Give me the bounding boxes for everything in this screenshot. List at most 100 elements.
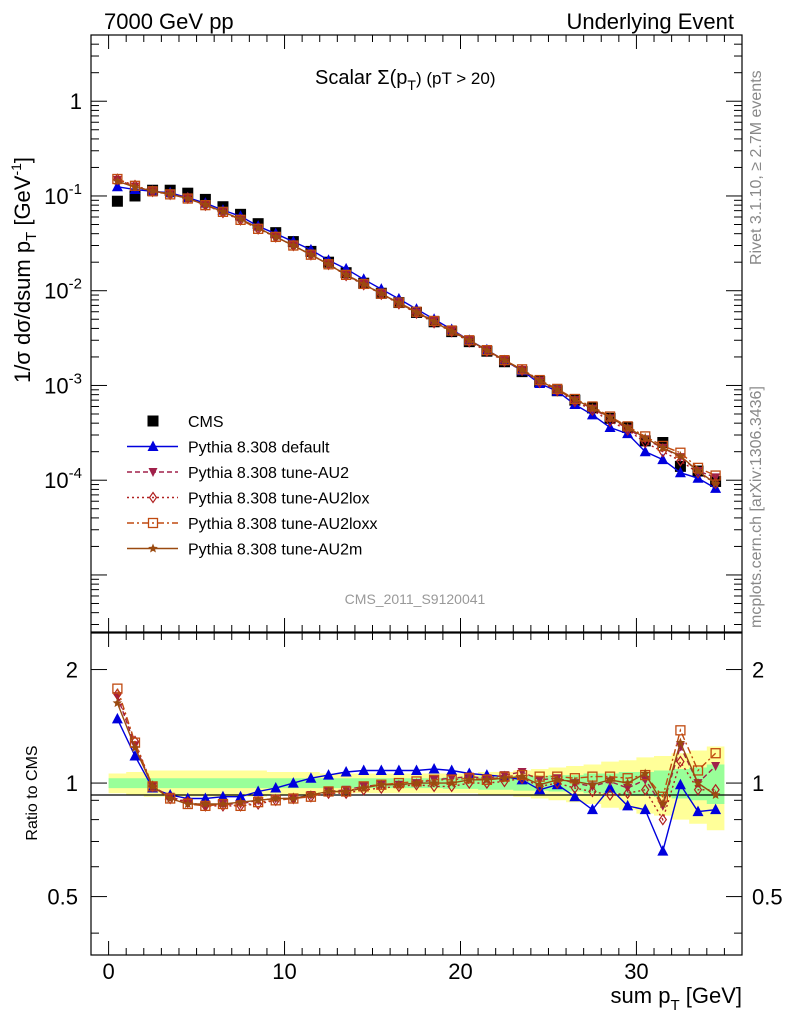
data-point [111, 180, 123, 192]
ratio-point [253, 795, 263, 805]
legend: CMS Pythia 8.308 default Pythia 8.308 tune… [127, 414, 377, 559]
data-point [570, 394, 580, 404]
ratio-point [674, 778, 686, 790]
data-point [112, 176, 123, 186]
ratio-point [551, 778, 563, 790]
data-point [710, 478, 721, 488]
ratio-point [640, 768, 650, 778]
data-point [499, 355, 510, 365]
ratio-point [711, 761, 721, 771]
ratio-point [183, 799, 193, 808]
data-point [428, 315, 440, 327]
ratio-point [359, 783, 369, 793]
data-point [605, 412, 615, 422]
ratio-point [622, 799, 634, 811]
analysis-watermark: CMS_2011_S9120041 [345, 591, 486, 607]
legend-marker [148, 468, 158, 477]
legend-item: Pythia 8.308 tune-AU2 [127, 465, 349, 482]
data-point [552, 383, 563, 395]
x-tick-label: 20 [448, 959, 472, 984]
data-point [411, 306, 422, 317]
legend-marker [147, 440, 159, 451]
ratio-point [393, 777, 405, 789]
data-point [218, 206, 228, 216]
ratio-point [429, 778, 439, 788]
ratio-point [446, 778, 457, 788]
ratio-point [605, 774, 615, 784]
y-tick-label: 1 [70, 89, 82, 114]
data-point [111, 195, 123, 207]
legend-item: Pythia 8.308 tune-AU2lox [127, 491, 369, 508]
ratio-point [552, 774, 562, 784]
ratio-tick-label: 2 [66, 658, 78, 683]
ratio-point [306, 790, 316, 799]
data-point [464, 335, 474, 345]
ratio-point [235, 790, 247, 802]
ratio-point [130, 742, 140, 752]
data-point [693, 466, 703, 476]
data-point [253, 222, 263, 232]
ratio-point [323, 769, 335, 780]
legend-label: Pythia 8.308 tune-AU2lox [188, 491, 369, 508]
ratio-point [129, 749, 141, 761]
data-point [482, 345, 492, 355]
y-axis-label-ratio: Ratio to CMS [24, 745, 41, 840]
ratio-point [692, 765, 704, 776]
ratio-point [622, 778, 633, 788]
data-point [516, 364, 528, 375]
ratio-point [570, 782, 580, 795]
ratio-point [112, 683, 123, 694]
data-point [674, 466, 686, 478]
ratio-point [252, 785, 264, 796]
ratio-point [693, 783, 703, 796]
mcplots-text: mcplots.cern.ch [arXiv:1306.3436] [748, 386, 765, 628]
header-right: Underlying Event [566, 9, 734, 34]
ratio-point [604, 782, 616, 793]
legend-item: CMS [147, 414, 224, 431]
legend-marker [147, 415, 159, 427]
data-point [552, 384, 562, 394]
ratio-point [676, 755, 685, 768]
data-point [569, 393, 581, 405]
ratio-point [464, 773, 475, 784]
legend-marker [148, 543, 158, 553]
ratio-point [112, 698, 123, 708]
ratio-point [710, 790, 721, 799]
ratio-point [586, 803, 598, 815]
ratio-point [675, 737, 686, 747]
data-point [183, 193, 193, 203]
ratio-point [199, 792, 211, 804]
data-point [393, 297, 405, 308]
data-point [235, 214, 246, 224]
ratio-point [534, 779, 545, 789]
ratio-point [341, 786, 351, 796]
ratio-point [217, 790, 229, 802]
ratio-tick-label-right: 0.5 [752, 885, 783, 910]
ratio-point [692, 805, 704, 817]
ratio-point [693, 778, 703, 788]
data-point [394, 298, 404, 308]
data-point [323, 259, 334, 269]
series-5 [112, 176, 721, 488]
data-point [534, 374, 545, 386]
ratio-point [394, 779, 404, 789]
ratio-point [658, 799, 668, 808]
ratio-point [270, 782, 282, 793]
legend-label: Pythia 8.308 tune-AU2loxx [188, 516, 377, 533]
ratio-point [411, 778, 422, 788]
data-point [129, 190, 141, 202]
ratio-tick-label-right: 2 [752, 658, 764, 683]
ratio-point [340, 765, 352, 777]
y-tick-label: 10-1 [44, 181, 82, 209]
ratio-point [482, 777, 492, 790]
ratio-point [482, 774, 492, 784]
ratio-point [675, 725, 686, 736]
header-left: 7000 GeV pp [104, 9, 234, 34]
axis-ticks: 0 10 20 30 10-4 10-3 10-2 10-1 1 0.5 0.5 1 1 2 2 [44, 34, 783, 984]
ratio-point [287, 777, 299, 788]
ratio-point [376, 779, 387, 789]
ratio-point [235, 797, 246, 807]
ratio-point [517, 771, 527, 781]
ratio-series [111, 683, 722, 856]
